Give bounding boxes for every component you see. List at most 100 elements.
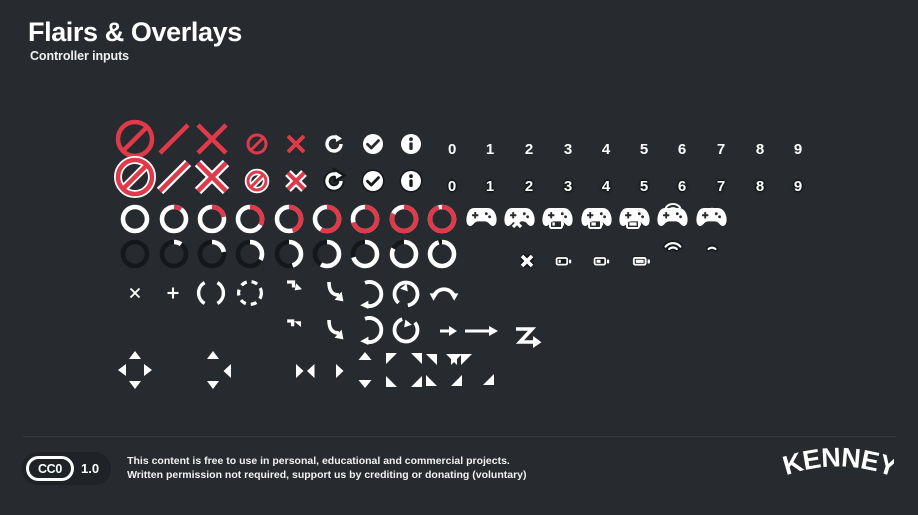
gamepad-badge-battery-low-icon [549,218,565,230]
progress-ring-10[interactable] [157,202,191,236]
slash-large-icon[interactable] [152,117,196,161]
badge-cross-icon[interactable] [518,252,536,270]
progress-ring-dark-70[interactable] [348,237,382,271]
svg-text:KENNEY: KENNEY [779,443,894,483]
flag-corner-icon[interactable] [282,316,306,340]
digit-0[interactable]: 0 [447,140,457,158]
progress-ring-70[interactable] [348,202,382,236]
progress-ring-dark-33[interactable] [233,237,267,271]
digit-7[interactable]: 7 [716,140,726,158]
progress-ring-dark-82[interactable] [387,237,421,271]
badge-wifi-strong-icon[interactable] [662,237,684,252]
license-text: This content is free to use in personal,… [127,455,526,483]
gamepad-icon[interactable] [465,203,497,231]
digit-6-outline[interactable]: 6 [677,177,687,195]
dpad-vertical-icon[interactable] [196,348,230,392]
arrow-left-small-icon[interactable] [222,360,252,382]
rotate-half-ccw-alt-icon[interactable] [352,314,384,346]
multiply-small-icon[interactable] [125,283,145,303]
digit-8[interactable]: 8 [755,140,765,158]
gamepad-badge-cross-icon [510,216,524,230]
digit-0-outline[interactable]: 0 [447,177,457,195]
arrow-right-small-icon[interactable] [330,360,356,382]
digit-6[interactable]: 6 [677,140,687,158]
digit-3[interactable]: 3 [563,140,573,158]
prohibition-small-icon[interactable] [244,131,270,157]
license-version: 1.0 [81,461,100,476]
page-subtitle: Controller inputs [30,49,129,64]
gamepad-wireless-strong-icon[interactable] [656,203,688,231]
redo-icon[interactable] [321,131,347,157]
cross-large-outline-icon[interactable] [190,155,234,199]
digit-5-outline[interactable]: 5 [639,177,649,195]
badge-battery-mid-icon[interactable] [592,254,612,269]
reticle-dashed-icon[interactable] [235,278,265,308]
prohibition-small-outline-icon[interactable] [244,168,270,194]
info-circle-icon[interactable] [398,131,424,157]
progress-ring-33[interactable] [233,202,267,236]
cross-small-icon[interactable] [283,131,309,157]
digit-9-outline[interactable]: 9 [793,177,803,195]
digit-1[interactable]: 1 [485,140,495,158]
gamepad-wireless-weak-icon[interactable] [695,203,727,231]
arrow-vertical-pair-icon[interactable] [348,348,382,392]
info-circle-outline-icon[interactable] [398,168,424,194]
digit-1-outline[interactable]: 1 [485,177,495,195]
check-circle-outline-icon[interactable] [360,168,386,194]
plus-small-icon[interactable] [163,283,183,303]
progress-ring-95[interactable] [425,202,459,236]
arrow-right-long-icon[interactable] [462,320,502,342]
redo-outline-icon[interactable] [321,166,347,194]
progress-ring-dark-22[interactable] [195,237,229,271]
page-title: Flairs & Overlays [28,17,242,47]
slash-large-outline-icon[interactable] [152,155,196,199]
digit-8-outline[interactable]: 8 [755,177,765,195]
arrow-zigzag-icon[interactable] [511,322,545,356]
rotate-half-ccw-icon[interactable] [352,278,384,310]
footer: CC0 1.0 This content is free to use in p… [22,452,527,485]
dpad-all-directions-icon[interactable] [115,348,155,392]
gamepad-disconnect-icon[interactable] [503,203,535,231]
progress-ring-dark-45[interactable] [272,237,306,271]
rotate-full-ccw-icon[interactable] [390,278,422,310]
digit-4-outline[interactable]: 4 [601,177,611,195]
reticle-bracket-icon[interactable] [196,278,226,308]
check-circle-icon[interactable] [360,131,386,157]
prohibition-large-outline-icon[interactable] [113,155,157,199]
rotate-arc-both-icon[interactable] [428,278,460,308]
progress-ring-82[interactable] [387,202,421,236]
arrow-diagonal-single-icon[interactable] [478,368,504,392]
badge-wifi-weak-icon[interactable] [702,237,722,252]
arrow-inward-horizontal-icon[interactable] [292,360,326,382]
digit-3-outline[interactable]: 3 [563,177,573,195]
digit-7-outline[interactable]: 7 [716,177,726,195]
arrow-bend-down-icon[interactable] [321,278,351,308]
kenney-logo[interactable]: KENNEY KENNEY [776,443,894,491]
digit-2-outline[interactable]: 2 [524,177,534,195]
arrow-corner-icon[interactable] [283,278,307,302]
progress-ring-0[interactable] [118,202,152,236]
badge-battery-low-icon[interactable] [554,254,574,269]
gamepad-badge-battery-full-icon [626,218,642,230]
cross-small-outline-icon[interactable] [283,168,309,194]
progress-ring-dark-58[interactable] [310,237,344,271]
digit-5[interactable]: 5 [639,140,649,158]
license-badge[interactable]: CC0 1.0 [22,452,112,485]
arrow-diagonal-pair-icon[interactable] [382,348,426,392]
digit-9[interactable]: 9 [793,140,803,158]
arrow-right-short-icon[interactable] [436,320,462,342]
progress-ring-dark-0[interactable] [118,237,152,271]
progress-ring-dark-10[interactable] [157,237,191,271]
rotate-full-cw-icon[interactable] [390,314,422,346]
digit-4[interactable]: 4 [601,140,611,158]
digit-2[interactable]: 2 [524,140,534,158]
progress-ring-45[interactable] [272,202,306,236]
footer-divider [22,436,896,437]
arrow-diagonal-top-pair-icon[interactable] [439,350,479,376]
badge-battery-full-icon[interactable] [631,254,653,269]
progress-ring-58[interactable] [310,202,344,236]
arrow-bend-down-alt-icon[interactable] [321,316,351,346]
progress-ring-dark-95[interactable] [425,237,459,271]
progress-ring-22[interactable] [195,202,229,236]
cross-large-icon[interactable] [190,117,234,161]
